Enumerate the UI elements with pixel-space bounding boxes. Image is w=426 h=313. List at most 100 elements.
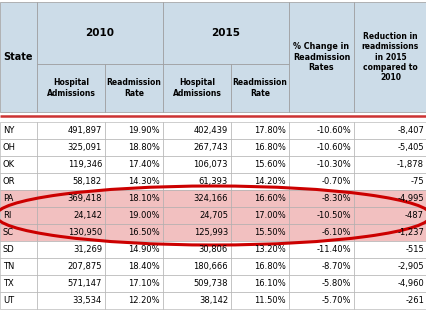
Text: Reduction in
readmissions
in 2015
compared to
2010: Reduction in readmissions in 2015 compar…: [361, 32, 418, 82]
Bar: [288, 173, 353, 190]
Bar: [105, 241, 163, 258]
Bar: [0, 292, 37, 309]
Bar: [37, 139, 105, 156]
Text: 14.20%: 14.20%: [254, 177, 285, 186]
Text: 325,091: 325,091: [68, 143, 102, 152]
Text: -10.60%: -10.60%: [316, 143, 350, 152]
Text: 324,166: 324,166: [193, 194, 227, 203]
Bar: [230, 156, 288, 173]
Bar: [37, 207, 105, 224]
Bar: [288, 275, 353, 292]
Bar: [353, 122, 426, 139]
Bar: [37, 173, 105, 190]
Text: OH: OH: [3, 143, 16, 152]
Text: PA: PA: [3, 194, 13, 203]
Text: 16.80%: 16.80%: [253, 262, 285, 271]
Bar: [288, 139, 353, 156]
Text: Readmission
Rate: Readmission Rate: [232, 78, 287, 98]
Text: % Change in
Readmission
Rates: % Change in Readmission Rates: [292, 42, 349, 72]
Bar: [163, 207, 230, 224]
Text: SC: SC: [3, 228, 14, 237]
Text: 402,439: 402,439: [193, 126, 227, 135]
Bar: [0, 224, 37, 241]
Bar: [37, 64, 105, 112]
Bar: [163, 156, 230, 173]
Bar: [105, 258, 163, 275]
Text: 267,743: 267,743: [193, 143, 227, 152]
Bar: [288, 258, 353, 275]
Bar: [37, 190, 105, 207]
Text: -10.60%: -10.60%: [316, 126, 350, 135]
Bar: [353, 258, 426, 275]
Text: -6.10%: -6.10%: [321, 228, 350, 237]
Text: 30,806: 30,806: [198, 245, 227, 254]
Bar: [0, 173, 37, 190]
Bar: [288, 122, 353, 139]
Text: -10.30%: -10.30%: [316, 160, 350, 169]
Text: -75: -75: [409, 177, 423, 186]
Text: TN: TN: [3, 262, 14, 271]
Bar: [288, 207, 353, 224]
Text: 11.50%: 11.50%: [254, 296, 285, 305]
Bar: [105, 190, 163, 207]
Text: 2010: 2010: [85, 28, 114, 38]
Text: 18.10%: 18.10%: [128, 194, 160, 203]
Bar: [353, 292, 426, 309]
Bar: [230, 258, 288, 275]
Bar: [230, 173, 288, 190]
Text: 31,269: 31,269: [73, 245, 102, 254]
Text: 15.50%: 15.50%: [254, 228, 285, 237]
Text: Hospital
Admissions: Hospital Admissions: [46, 78, 95, 98]
Text: 106,073: 106,073: [193, 160, 227, 169]
Bar: [288, 190, 353, 207]
Bar: [230, 241, 288, 258]
Bar: [353, 173, 426, 190]
Text: 15.60%: 15.60%: [253, 160, 285, 169]
Bar: [353, 139, 426, 156]
Text: -8,407: -8,407: [396, 126, 423, 135]
Bar: [0, 139, 37, 156]
Bar: [105, 173, 163, 190]
Text: 19.90%: 19.90%: [128, 126, 160, 135]
Bar: [230, 275, 288, 292]
Bar: [353, 2, 426, 112]
Bar: [163, 2, 288, 64]
Bar: [37, 2, 163, 64]
Text: -4,960: -4,960: [396, 279, 423, 288]
Bar: [37, 292, 105, 309]
Text: 18.40%: 18.40%: [128, 262, 160, 271]
Bar: [0, 258, 37, 275]
Text: -261: -261: [404, 296, 423, 305]
Bar: [288, 224, 353, 241]
Text: 125,993: 125,993: [193, 228, 227, 237]
Bar: [230, 64, 288, 112]
Text: Readmission
Rate: Readmission Rate: [106, 78, 161, 98]
Text: 24,142: 24,142: [73, 211, 102, 220]
Text: 24,705: 24,705: [199, 211, 227, 220]
Text: -8.70%: -8.70%: [321, 262, 350, 271]
Text: 18.80%: 18.80%: [128, 143, 160, 152]
Text: 58,182: 58,182: [73, 177, 102, 186]
Text: -10.50%: -10.50%: [316, 211, 350, 220]
Bar: [37, 258, 105, 275]
Bar: [230, 207, 288, 224]
Bar: [230, 190, 288, 207]
Text: 130,950: 130,950: [68, 228, 102, 237]
Text: OK: OK: [3, 160, 15, 169]
Text: -5,405: -5,405: [397, 143, 423, 152]
Bar: [163, 258, 230, 275]
Text: 14.90%: 14.90%: [128, 245, 160, 254]
Bar: [105, 64, 163, 112]
Text: -487: -487: [404, 211, 423, 220]
Text: -2,905: -2,905: [397, 262, 423, 271]
Bar: [163, 241, 230, 258]
Text: 491,897: 491,897: [67, 126, 102, 135]
Text: SD: SD: [3, 245, 15, 254]
Bar: [105, 275, 163, 292]
Bar: [230, 224, 288, 241]
Bar: [0, 122, 37, 139]
Bar: [0, 190, 37, 207]
Text: TX: TX: [3, 279, 14, 288]
Bar: [105, 207, 163, 224]
Text: -0.70%: -0.70%: [321, 177, 350, 186]
